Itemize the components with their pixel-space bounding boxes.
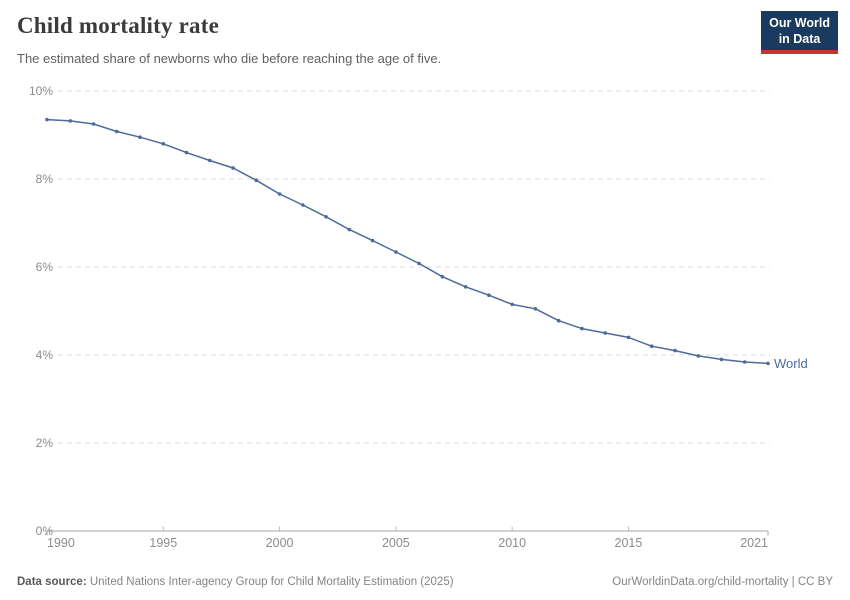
data-point-2005 — [394, 250, 398, 254]
data-point-1999 — [254, 178, 259, 183]
y-tick-label-6: 6% — [36, 260, 54, 274]
data-point-2007 — [440, 274, 445, 279]
series-line-world — [46, 118, 769, 365]
data-point-2016 — [649, 344, 654, 349]
x-tick-label-1990: 1990 — [47, 536, 75, 550]
x-tick-label-2021: 2021 — [740, 536, 768, 550]
data-point-1994 — [138, 135, 142, 139]
data-point-2013 — [580, 326, 584, 331]
data-point-2018 — [696, 354, 700, 358]
data-point-2017 — [673, 348, 677, 353]
data-point-1993 — [115, 129, 119, 134]
data-point-2009 — [487, 293, 491, 298]
x-tick-label-2005: 2005 — [382, 536, 410, 550]
chart-subtitle: The estimated share of newborns who die … — [17, 51, 442, 66]
y-tick-label-10: 10% — [29, 84, 53, 98]
data-point-2021 — [766, 361, 770, 366]
data-point-2001 — [301, 203, 305, 207]
data-point-1991 — [68, 119, 73, 123]
data-point-1998 — [231, 166, 235, 170]
data-point-1992 — [91, 122, 96, 126]
data-point-2008 — [463, 285, 468, 289]
chart-footer: Data source: United Nations Inter-agency… — [17, 576, 833, 588]
data-point-2003 — [347, 227, 352, 232]
y-tick-label-2: 2% — [36, 436, 54, 450]
data-point-2002 — [324, 215, 328, 219]
credit-link[interactable]: OurWorldinData.org/child-mortality | CC … — [612, 576, 833, 588]
data-point-1997 — [208, 158, 212, 163]
data-point-2011 — [533, 307, 538, 311]
y-tick-label-4: 4% — [36, 348, 54, 362]
x-tick-label-2015: 2015 — [615, 536, 643, 550]
owid-logo: Our World in Data — [761, 11, 838, 54]
page-title: Child mortality rate — [17, 13, 220, 38]
data-point-1995 — [161, 142, 166, 146]
y-tick-label-8: 8% — [36, 172, 54, 186]
y-tick-label-0: 0% — [36, 524, 54, 538]
x-tick-label-1995: 1995 — [149, 536, 177, 550]
data-point-1996 — [184, 150, 189, 155]
datasource-label: Data source: — [17, 576, 87, 588]
owid-logo-line2: in Data — [778, 32, 821, 46]
data-point-2000 — [277, 192, 282, 196]
data-point-2012 — [556, 318, 561, 323]
data-point-2006 — [417, 261, 421, 266]
datasource: Data source: United Nations Inter-agency… — [17, 576, 454, 588]
data-point-2014 — [603, 331, 607, 335]
series-label-world: World — [774, 356, 808, 371]
data-point-2015 — [626, 335, 631, 340]
x-tick-label-2010: 2010 — [498, 536, 526, 550]
data-point-2010 — [510, 302, 514, 307]
data-point-2020 — [742, 360, 747, 364]
datasource-text: United Nations Inter-agency Group for Ch… — [86, 576, 454, 588]
x-tick-label-2000: 2000 — [266, 536, 294, 550]
data-point-2019 — [719, 357, 724, 362]
data-point-2004 — [370, 238, 375, 243]
owid-logo-line1: Our World — [769, 16, 830, 30]
data-point-1990 — [45, 117, 49, 122]
